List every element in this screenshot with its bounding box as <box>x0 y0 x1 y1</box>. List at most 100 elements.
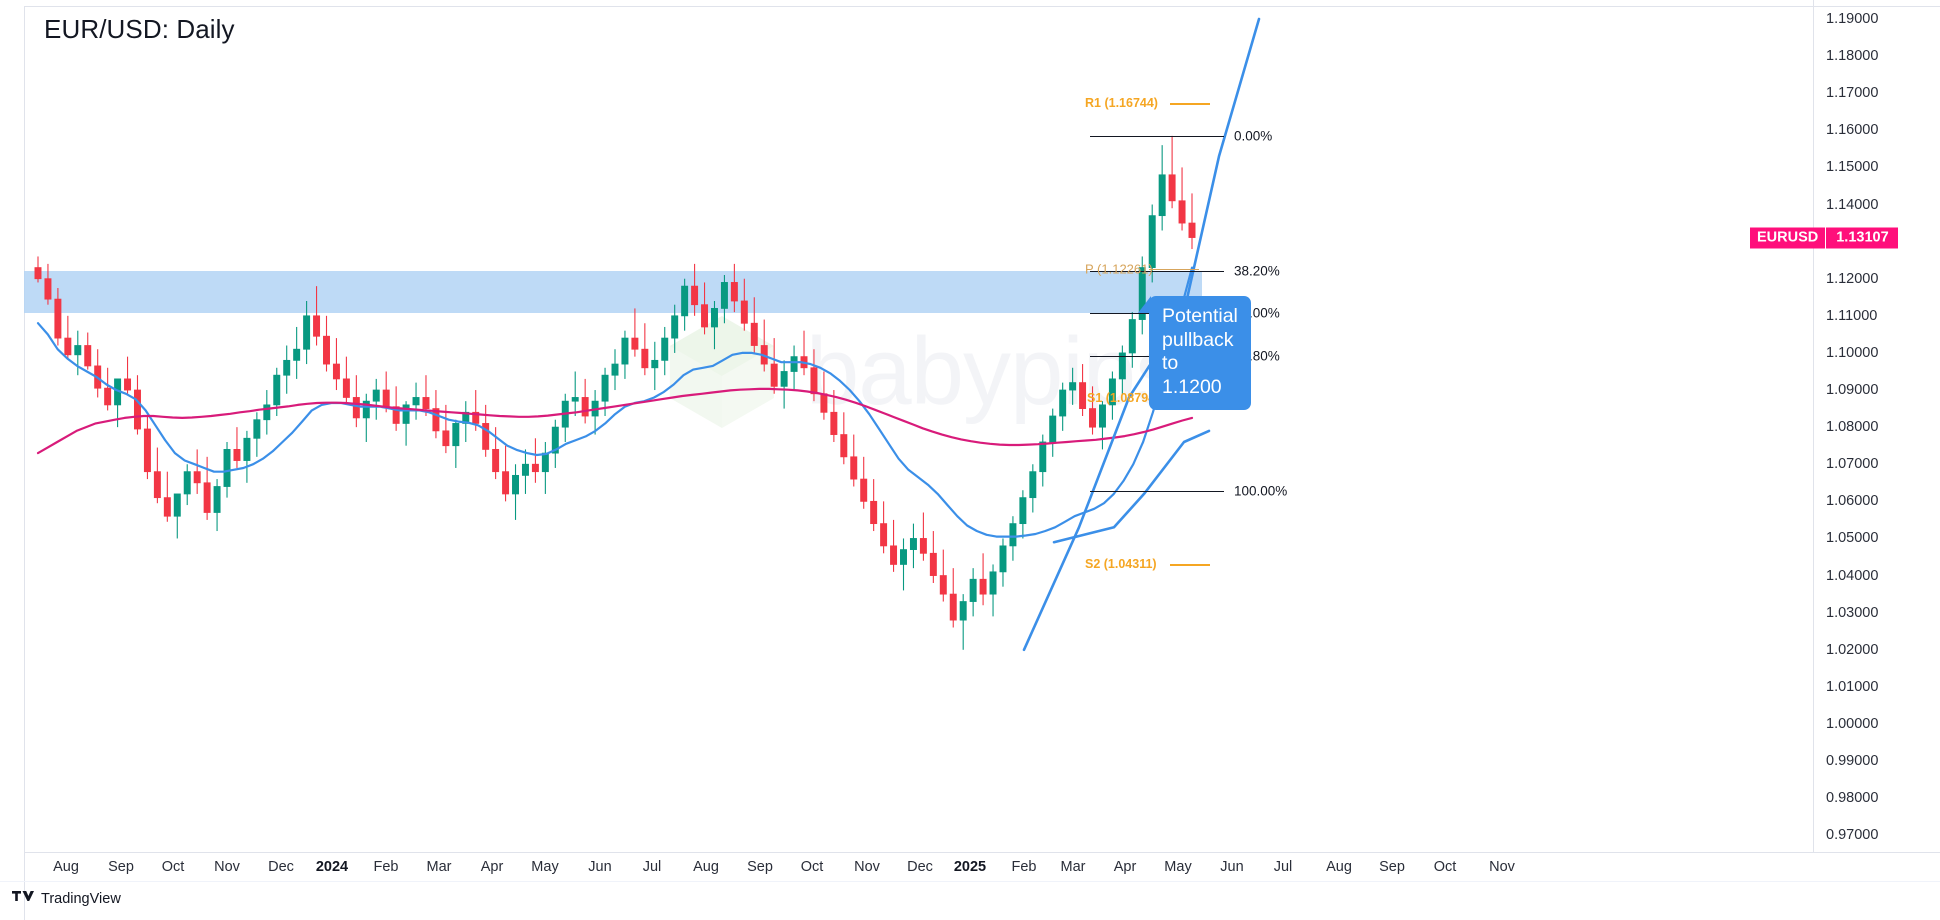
time-axis-tick: Oct <box>161 859 185 875</box>
last-price-badge[interactable]: EURUSD 1.13107 <box>1750 227 1898 249</box>
candlestick <box>541 441 549 494</box>
price-axis-tick: 1.14000 <box>1826 196 1879 213</box>
time-axis[interactable]: Aug Sep Oct Nov Dec 2024 Feb Mar Apr May Jun Jul Aug… <box>24 853 1814 881</box>
candlestick <box>342 356 350 405</box>
candlestick <box>1118 345 1126 394</box>
candlestick <box>919 512 927 561</box>
candlestick <box>979 553 987 606</box>
time-axis-tick: Apr <box>480 859 504 875</box>
price-axis-tick: 1.15000 <box>1826 159 1879 176</box>
price-series-layer <box>34 17 1261 652</box>
candlestick <box>124 356 132 394</box>
candlestick <box>1089 386 1097 435</box>
footer: TradingView <box>12 889 121 908</box>
time-axis-tick: Jul <box>642 859 662 875</box>
candlestick <box>1168 135 1176 209</box>
time-axis-tick: Jun <box>1220 859 1244 875</box>
candlestick <box>949 568 957 628</box>
tradingview-logo-icon <box>12 889 34 908</box>
candlestick <box>531 438 539 483</box>
time-axis-tick: May <box>1164 859 1192 875</box>
candlestick <box>870 479 878 532</box>
candlestick <box>173 493 181 539</box>
candlestick <box>710 300 718 350</box>
candlestick <box>94 349 102 398</box>
ma-slow-line <box>36 387 1194 455</box>
price-axis-tick: 1.09000 <box>1826 382 1879 399</box>
time-axis-tick: May <box>531 859 559 875</box>
candlestick <box>1098 401 1106 450</box>
time-axis-tick: Mar <box>426 859 452 875</box>
candlestick <box>661 326 669 376</box>
time-axis-tick: Jul <box>1273 859 1293 875</box>
candlestick <box>283 345 291 394</box>
fibonacci-level-line <box>1090 135 1224 137</box>
pivot-level-label: P (1.12261) <box>1085 261 1153 277</box>
candlestick <box>233 427 241 468</box>
price-axis-tick: 1.17000 <box>1826 85 1879 102</box>
price-axis-tick: 0.99000 <box>1826 753 1879 770</box>
price-axis-tick: 1.10000 <box>1826 344 1879 361</box>
candlestick <box>54 288 62 346</box>
candlestick <box>521 449 529 494</box>
badge-symbol-label: EURUSD <box>1750 227 1827 249</box>
price-axis-divider <box>1813 0 1814 852</box>
candlestick <box>193 449 201 494</box>
candlestick <box>800 330 808 376</box>
candlestick <box>372 378 380 420</box>
price-axis-tick: 1.11000 <box>1826 307 1878 324</box>
fibonacci-level-label: 100.00% <box>1234 483 1288 499</box>
candlestick <box>860 456 868 509</box>
candlestick <box>183 464 191 506</box>
candlestick <box>631 308 639 357</box>
pivot-level-label: S1 (1.08794) <box>1087 390 1160 405</box>
fibonacci-level-label: 38.20% <box>1234 263 1280 279</box>
price-axis-tick: 1.07000 <box>1826 456 1879 473</box>
candlestick <box>163 471 171 522</box>
price-axis-tick: 1.19000 <box>1826 10 1879 27</box>
candlestick <box>880 501 888 554</box>
candlestick <box>64 315 72 359</box>
fibonacci-shaded-band <box>24 270 1202 314</box>
pivot-level-line <box>1170 102 1210 105</box>
page-title: EUR/USD: Daily <box>44 14 235 44</box>
candlestick <box>323 315 330 372</box>
candlestick <box>671 304 679 353</box>
candlestick <box>850 434 858 487</box>
candlestick <box>362 393 370 442</box>
time-axis-tick: Mar <box>1060 859 1086 875</box>
candlestick <box>1039 434 1047 487</box>
candlestick <box>1069 367 1077 405</box>
candlestick <box>780 360 788 409</box>
price-axis-tick: 1.03000 <box>1826 604 1879 621</box>
time-axis-tick: Oct <box>800 859 824 875</box>
time-axis-tick: Apr <box>1113 859 1137 875</box>
candlestick <box>44 263 52 305</box>
candlestick <box>84 332 92 370</box>
candlestick <box>939 549 947 602</box>
candlestick <box>591 390 599 435</box>
time-axis-tick: Aug <box>1326 859 1352 875</box>
plot-area[interactable]: babypips 0.00% 38.20% 50.00% 61.80% 100.00% … <box>24 6 1814 852</box>
candlestick <box>790 345 798 391</box>
price-axis-tick: 1.18000 <box>1826 48 1879 65</box>
pivot-level-label: S2 (1.04311) <box>1085 557 1157 572</box>
candlestick <box>422 375 430 417</box>
candlestick <box>730 263 738 313</box>
price-axis-tick: 1.01000 <box>1826 678 1879 695</box>
candlestick <box>760 319 768 372</box>
candlestick <box>691 263 699 316</box>
candlestick <box>900 538 907 591</box>
price-axis[interactable]: 1.19000 1.18000 1.17000 1.16000 1.15000 1.140… <box>1750 6 1940 852</box>
candlestick <box>621 330 629 379</box>
chart-top-border <box>24 6 1940 7</box>
candlestick <box>502 445 510 502</box>
candlestick <box>999 538 1007 587</box>
candlestick <box>1128 312 1136 368</box>
candlestick <box>1158 145 1166 231</box>
badge-price-label: 1.13107 <box>1826 227 1898 249</box>
time-axis-tick: Oct <box>1433 859 1457 875</box>
candlestick <box>840 412 848 465</box>
candlestick <box>253 412 261 457</box>
time-axis-tick: Dec <box>268 859 294 875</box>
